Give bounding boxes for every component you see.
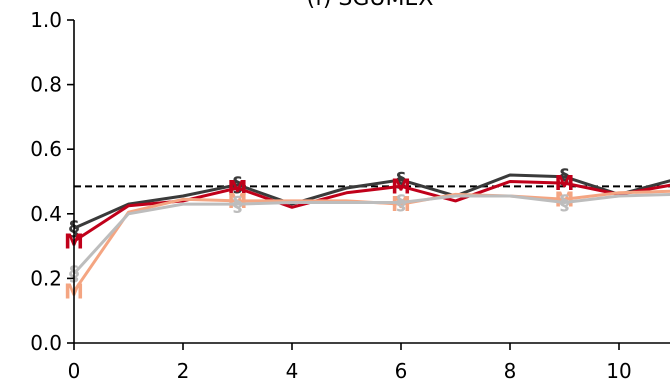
chart-title: (f) SGUMEX [307, 0, 434, 11]
y-tick-label: 1.0 [30, 8, 62, 32]
series-marker: § [560, 190, 570, 214]
x-tick-label: 4 [286, 359, 299, 383]
series-marker: M [228, 176, 248, 200]
series-3: MM M M [64, 187, 670, 303]
x-tick-label: 8 [504, 359, 517, 383]
series-marker: M [391, 174, 411, 198]
y-tick-label: 0.2 [30, 266, 62, 290]
series-marker: M [228, 189, 248, 213]
x-tick-label: 6 [395, 359, 408, 383]
x-tick-label: 0 [68, 359, 81, 383]
series-line [73, 173, 670, 230]
series-marker: § [396, 168, 406, 192]
y-tick-label: 0.8 [30, 73, 62, 97]
y-tick-label: 0.6 [30, 137, 62, 161]
x-tick-label: 2 [177, 359, 190, 383]
axes: 0.0 0.2 0.4 0.6 0.8 1.0 0 2 4 6 8 10 [30, 8, 670, 383]
series-marker: § [396, 190, 406, 214]
series-marker: M [555, 187, 575, 211]
series-line [73, 180, 670, 243]
series-line [72, 193, 670, 275]
series-marker: § [233, 173, 243, 197]
y-tick-label: 0.4 [30, 202, 62, 226]
series-marker: § [560, 165, 570, 189]
series-marker: M [391, 192, 411, 216]
series-marker: § [233, 192, 243, 216]
series-marker: M [555, 171, 575, 195]
x-tick-label: 10 [606, 359, 631, 383]
y-tick-label: 0.0 [30, 331, 62, 355]
